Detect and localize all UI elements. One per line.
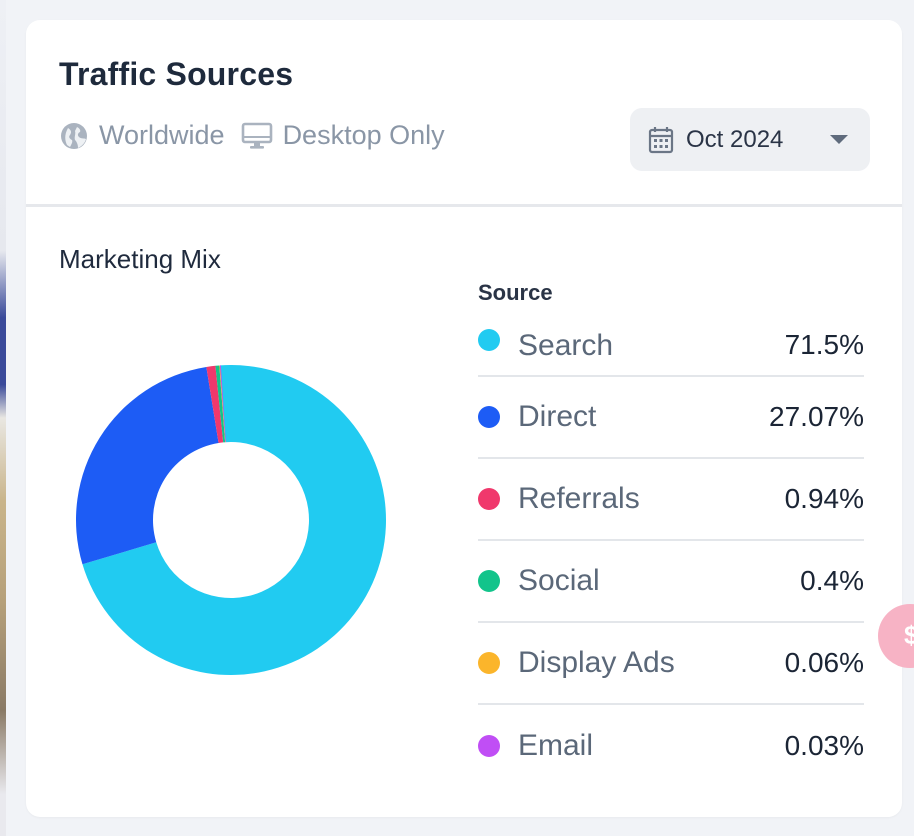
header-divider — [26, 204, 902, 207]
legend-swatch — [478, 735, 500, 757]
marketing-mix-donut-chart — [76, 365, 387, 675]
traffic-sources-card: Traffic Sources Worldwide Desktop Only — [26, 20, 902, 817]
legend-row: Direct 27.07% — [478, 377, 864, 459]
device-filter: Desktop Only — [241, 120, 445, 151]
legend-label: Search — [518, 329, 614, 362]
legend-swatch — [478, 652, 500, 674]
donut-slice-direct[interactable] — [76, 366, 219, 565]
legend-row: Display Ads 0.06% — [478, 623, 864, 705]
legend-label: Social — [518, 564, 600, 597]
calendar-icon — [648, 126, 674, 153]
legend-value: 0.06% — [784, 647, 864, 678]
donut-slice-email[interactable] — [219, 365, 226, 443]
legend-value: 71.5% — [784, 329, 864, 360]
legend-value: 0.4% — [800, 565, 864, 596]
legend-heading: Source — [478, 280, 553, 305]
card-title: Traffic Sources — [59, 56, 294, 92]
date-selector-button[interactable]: Oct 2024 — [630, 108, 870, 171]
donut-slice-display-ads[interactable] — [219, 365, 226, 443]
location-label: Worldwide — [99, 120, 225, 150]
legend-row: Social 0.4% — [478, 541, 864, 623]
legend-swatch — [478, 570, 500, 592]
legend-row: Search 71.5% — [478, 319, 864, 377]
filters-meta: Worldwide Desktop Only — [59, 120, 461, 151]
donut-slice-referrals[interactable] — [206, 365, 224, 443]
location-filter: Worldwide — [59, 120, 225, 151]
marketing-mix-title: Marketing Mix — [59, 244, 221, 274]
device-label: Desktop Only — [282, 120, 445, 150]
legend-label: Display Ads — [518, 646, 675, 679]
legend-swatch — [478, 329, 500, 351]
donut-slice-search[interactable] — [82, 365, 387, 675]
source-legend: Source Search 71.5% Direct 27.07% Referrals 0… — [478, 281, 864, 787]
chevron-down-icon — [830, 135, 848, 144]
donut-slice-social[interactable] — [215, 365, 226, 443]
legend-value: 27.07% — [769, 401, 864, 432]
legend-row: Email 0.03% — [478, 705, 864, 787]
legend-swatch — [478, 488, 500, 510]
legend-label: Referrals — [518, 482, 640, 515]
floating-button-glyph: $ — [904, 620, 914, 650]
legend-value: 0.94% — [784, 483, 864, 514]
legend-value: 0.03% — [784, 730, 864, 761]
card-header: Traffic Sources Worldwide Desktop Only — [26, 20, 902, 206]
monitor-icon — [241, 122, 272, 149]
legend-label: Email — [518, 729, 594, 762]
background-strip — [0, 0, 6, 836]
legend-swatch — [478, 406, 500, 428]
globe-icon — [61, 122, 87, 149]
legend-row: Referrals 0.94% — [478, 459, 864, 541]
date-selector-value: Oct 2024 — [686, 125, 784, 153]
legend-label: Direct — [518, 400, 597, 433]
